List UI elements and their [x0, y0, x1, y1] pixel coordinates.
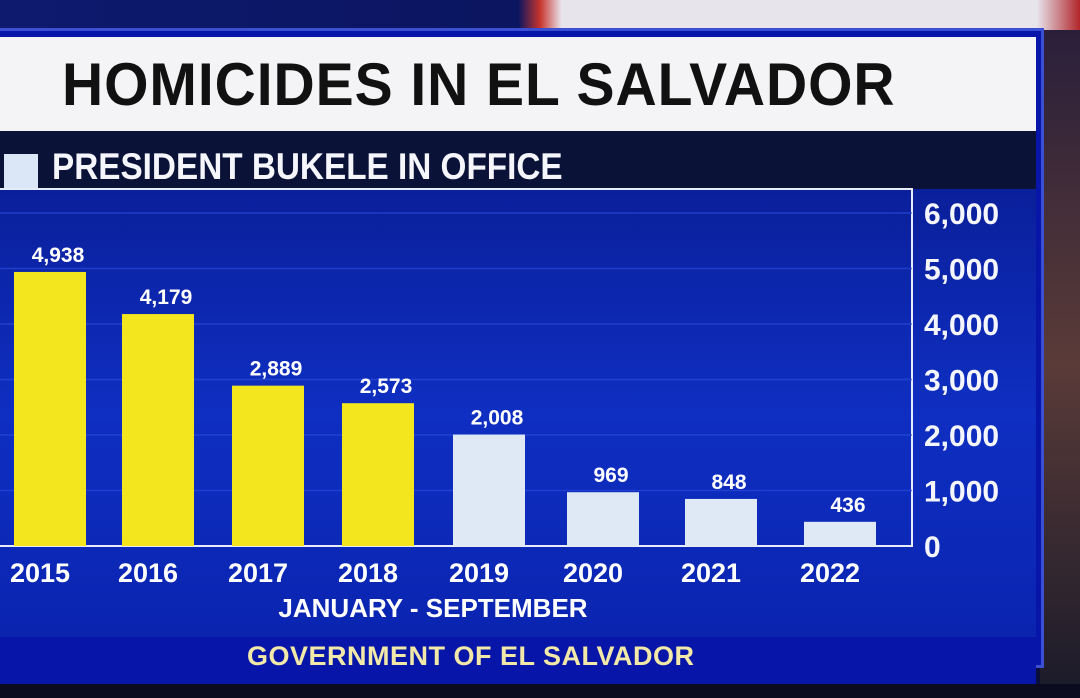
bar: [804, 521, 876, 546]
chart-title: HOMICIDES IN EL SALVADOR: [62, 50, 896, 118]
x-tick-label: 2016: [118, 558, 178, 588]
bar-value-label: 2,889: [250, 358, 303, 381]
source-label: GOVERNMENT OF EL SALVADOR: [247, 641, 695, 671]
bar-value-label: 4,179: [140, 286, 193, 309]
bar: [567, 492, 639, 546]
x-tick-label: 2019: [449, 558, 509, 588]
bar: [453, 434, 525, 546]
x-tick-label: 2017: [228, 558, 288, 588]
x-tick-label: 2021: [681, 558, 741, 588]
bar: [14, 271, 86, 546]
bar-value-label: 2,573: [360, 375, 413, 398]
x-tick-label: 2022: [800, 558, 860, 588]
title-bar: HOMICIDES IN EL SALVADOR: [0, 37, 1036, 131]
y-tick-label: 4,000: [924, 309, 999, 342]
bar: [122, 314, 194, 546]
legend-label: PRESIDENT BUKELE IN OFFICE: [52, 146, 563, 187]
x-tick-label: 2018: [338, 558, 398, 588]
y-tick-label: 6,000: [924, 198, 999, 231]
bottom-strip: [0, 684, 1080, 698]
y-tick-label: 3,000: [924, 365, 999, 398]
x-tick-label: 2015: [10, 558, 70, 588]
source-band: [0, 637, 1036, 684]
bar-value-label: 436: [830, 494, 865, 517]
y-tick-label: 5,000: [924, 254, 999, 287]
bar-value-label: 969: [593, 464, 628, 487]
bar: [685, 498, 757, 546]
legend-swatch: [4, 154, 38, 188]
background-right: [1040, 30, 1080, 698]
bar-value-label: 4,938: [32, 244, 85, 267]
bar-value-label: 2,008: [471, 407, 524, 430]
x-axis-note: JANUARY - SEPTEMBER: [278, 593, 587, 623]
bar: [232, 385, 304, 546]
bar: [342, 403, 414, 546]
y-tick-label: 2,000: [924, 420, 999, 453]
y-tick-label: 0: [924, 531, 941, 564]
bar-value-label: 848: [711, 471, 746, 494]
legend-band: [0, 131, 1036, 189]
x-tick-label: 2020: [563, 558, 623, 588]
y-tick-label: 1,000: [924, 476, 999, 509]
